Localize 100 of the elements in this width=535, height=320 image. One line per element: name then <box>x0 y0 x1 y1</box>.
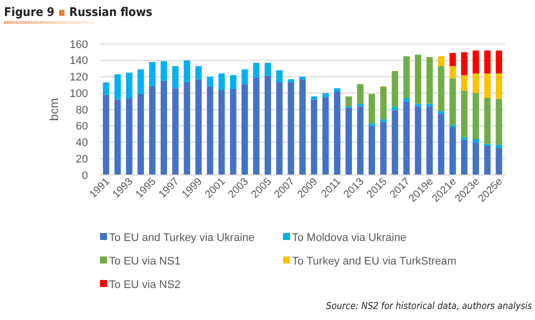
bar <box>230 75 236 90</box>
bar <box>472 138 479 142</box>
y-tick-label: 100 <box>70 88 88 100</box>
bar <box>426 57 433 104</box>
bar <box>472 73 479 94</box>
bar <box>253 78 260 175</box>
bar <box>230 89 236 175</box>
bar <box>450 78 456 126</box>
bar <box>346 108 352 175</box>
bar <box>496 73 502 99</box>
bar <box>438 56 444 66</box>
bar <box>218 73 225 90</box>
bar <box>438 66 444 112</box>
bar <box>288 82 294 175</box>
bar <box>461 52 468 76</box>
bar <box>334 88 340 92</box>
legend-label: To EU via NS2 <box>109 278 181 291</box>
bar <box>496 98 502 145</box>
bar <box>450 126 456 175</box>
bar <box>472 142 479 175</box>
bar <box>114 74 121 100</box>
bar <box>218 90 225 175</box>
bar <box>149 86 156 175</box>
bar <box>368 123 376 126</box>
bar <box>461 137 468 140</box>
bar <box>206 86 214 175</box>
bar <box>299 79 306 175</box>
bar <box>253 62 260 78</box>
bar <box>276 70 283 82</box>
bar <box>195 66 202 80</box>
bar <box>102 82 110 95</box>
bar <box>346 96 352 106</box>
legend-label: To EU and Turkey via Ukraine <box>109 232 255 244</box>
bar <box>380 86 387 120</box>
bar <box>357 106 364 175</box>
bar <box>496 148 502 175</box>
bar <box>184 82 190 175</box>
legend-label: To Moldova via Ukraine <box>292 232 406 244</box>
y-tick-label: 20 <box>76 153 88 166</box>
bar <box>184 60 190 82</box>
bar <box>403 98 410 102</box>
bar <box>484 73 491 98</box>
bar <box>368 94 376 124</box>
bar <box>264 62 272 76</box>
bar <box>206 76 214 87</box>
bar <box>102 94 110 175</box>
bar <box>172 66 179 88</box>
bar <box>392 107 398 110</box>
bar <box>392 110 398 175</box>
bar <box>138 69 144 94</box>
bar <box>496 144 502 148</box>
bar <box>438 111 444 114</box>
bar <box>461 140 468 175</box>
y-tick-label: 140 <box>70 55 88 68</box>
y-tick-label: 40 <box>76 137 88 150</box>
bar <box>126 98 132 175</box>
bar <box>357 84 364 104</box>
source-note: Source: NS2 for historical data, authors analysis <box>326 301 533 312</box>
bar <box>138 94 144 175</box>
bar <box>380 119 387 122</box>
bar <box>461 90 468 138</box>
bar <box>195 79 202 175</box>
y-tick-label: 80 <box>76 104 88 116</box>
bar <box>288 79 294 82</box>
y-axis-title: bcm <box>47 98 61 121</box>
bar <box>484 98 491 144</box>
legend-label: To Turkey and EU via TurkStream <box>292 255 456 268</box>
chart-title: Figure 9 ▪ Russian flows <box>4 5 152 19</box>
bar <box>149 62 156 86</box>
bar <box>114 100 121 175</box>
y-tick-label: 60 <box>76 120 88 133</box>
bar <box>472 50 479 74</box>
bar <box>310 100 318 175</box>
bar <box>160 61 168 81</box>
bar <box>368 126 376 175</box>
bar <box>414 106 422 175</box>
bar <box>450 53 456 66</box>
bar <box>334 91 340 175</box>
bar <box>392 71 398 108</box>
bar <box>276 82 283 175</box>
bar <box>242 69 248 84</box>
bar <box>414 54 422 104</box>
y-tick-label: 160 <box>70 38 88 51</box>
bar <box>450 66 456 78</box>
bar <box>496 50 502 74</box>
legend-label: To EU via NS1 <box>109 255 181 268</box>
y-tick-label: 120 <box>70 72 88 84</box>
bar <box>472 93 479 139</box>
bar <box>264 76 272 175</box>
bar <box>438 114 444 175</box>
bar <box>403 56 410 98</box>
bar <box>126 72 132 98</box>
bar <box>322 93 329 98</box>
bar <box>403 101 410 175</box>
bar <box>426 106 433 175</box>
bar <box>322 97 329 175</box>
bar <box>242 84 248 175</box>
bar <box>461 75 468 91</box>
bar <box>380 122 387 175</box>
bar <box>160 80 168 175</box>
